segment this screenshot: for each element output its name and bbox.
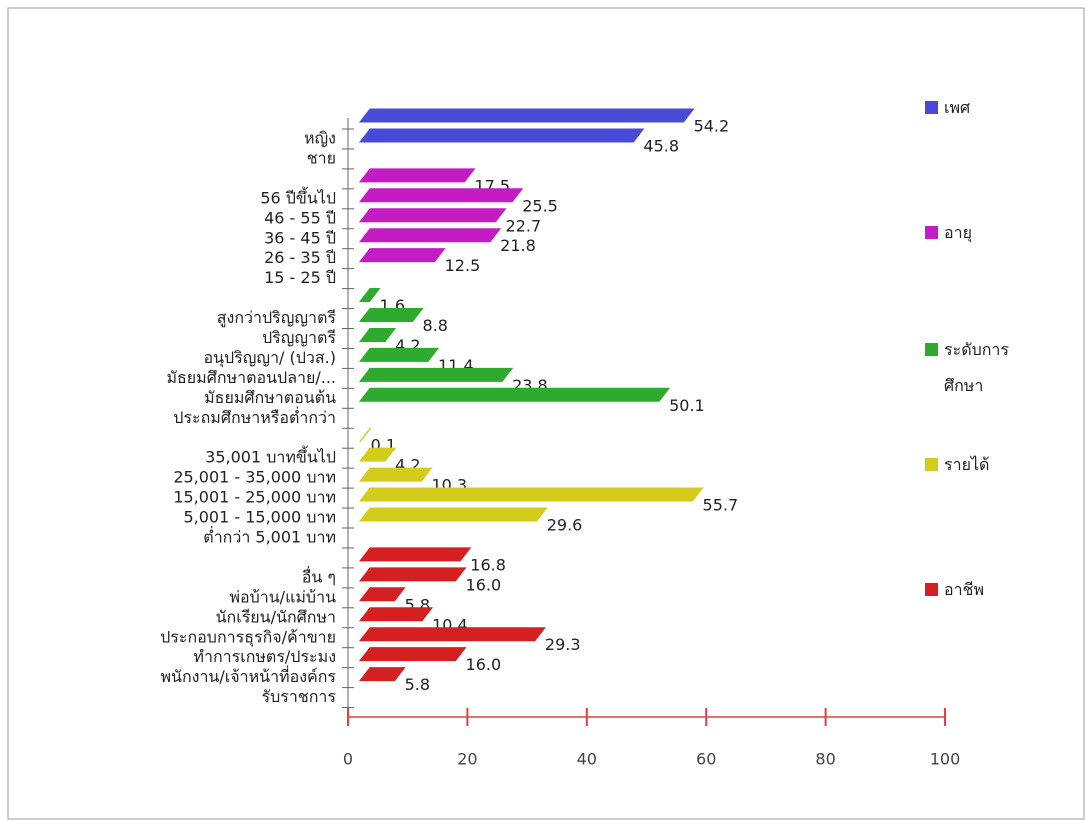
y-tick-label: 56 ปีขึ้นไป: [260, 186, 336, 207]
value-label: 22.7: [506, 216, 542, 235]
value-label: 45.8: [643, 136, 679, 155]
legend-swatch: [925, 226, 938, 239]
legend-label: รายได้: [944, 455, 990, 474]
value-label: 25.5: [522, 196, 558, 215]
bar: [358, 567, 467, 582]
legend-label: อายุ: [944, 223, 972, 242]
bar: [358, 467, 433, 482]
x-tick-label: 60: [696, 750, 716, 769]
value-label: 5.8: [405, 675, 430, 694]
bar: [358, 547, 472, 562]
bar: [358, 228, 502, 243]
value-label: 16.0: [466, 655, 502, 674]
legend-swatch: [925, 343, 938, 356]
y-tick-label: ต่ำกว่า 5,001 บาท: [203, 526, 336, 547]
x-tick-label: 80: [815, 750, 835, 769]
y-tick-label: 5,001 - 15,000 บาท: [183, 508, 336, 527]
value-label: 16.8: [470, 555, 506, 574]
x-tick-label: 20: [457, 750, 477, 769]
bar: [358, 647, 467, 662]
frame: [7, 7, 1085, 820]
bar: [358, 387, 671, 402]
bar: [358, 667, 406, 682]
bar: [358, 607, 434, 622]
bar: [358, 108, 695, 123]
value-label: 54.2: [694, 117, 730, 136]
y-tick-label: พ่อบ้าน/แม่บ้าน: [229, 587, 336, 606]
legend-swatch: [925, 458, 938, 471]
legend-swatch: [925, 583, 938, 596]
legend-label: เพศ: [944, 98, 971, 117]
bar: [358, 128, 645, 143]
y-tick-label: รับราชการ: [262, 687, 337, 706]
x-tick-label: 0: [343, 750, 353, 769]
y-tick-label: ปริญญาตรี: [262, 328, 336, 347]
bar: [358, 367, 514, 382]
value-label: 55.7: [703, 496, 739, 515]
y-tick-label: 26 - 35 ปี: [264, 248, 336, 267]
bar: [358, 347, 440, 362]
y-tick-label: 15,001 - 25,000 บาท: [173, 488, 336, 507]
y-tick-label: 35,001 บาทขึ้นไป: [205, 446, 336, 467]
y-tick-label: พนักงาน/เจ้าหน้าที่องค์กร: [160, 665, 336, 686]
y-tick-label: หญิง: [304, 129, 336, 148]
legend-label: ระดับการศึกษา: [944, 340, 1009, 395]
bar: [358, 208, 507, 223]
y-tick-label: อนุปริญญา/ (ปวส.): [204, 348, 337, 368]
value-label: 29.6: [547, 516, 583, 535]
bar: [358, 327, 397, 342]
y-tick-label: ทำการเกษตร/ประมง: [193, 647, 336, 666]
y-tick-label: ประถมศึกษาหรือต่ำกว่า: [173, 406, 336, 427]
bar: [358, 427, 372, 442]
x-tick-label: 100: [930, 750, 961, 769]
y-tick-label: สูงกว่าปริญญาตรี: [217, 308, 337, 328]
value-label: 8.8: [423, 316, 448, 335]
value-label: 50.1: [669, 396, 705, 415]
bar: [358, 627, 546, 642]
legend-swatch: [925, 101, 938, 114]
y-tick-label: อื่น ๆ: [302, 565, 336, 586]
bar: [358, 168, 476, 183]
bar: [358, 507, 548, 522]
y-tick-label: 15 - 25 ปี: [264, 268, 336, 287]
value-label: 21.8: [500, 236, 536, 255]
bar: [358, 248, 446, 263]
bar: [358, 587, 406, 602]
bar: [358, 308, 424, 322]
y-tick-label: มัธยมศึกษาตอนปลาย/...: [166, 368, 336, 387]
value-label: 29.3: [545, 635, 581, 654]
y-tick-label: มัธยมศึกษาตอนต้น: [204, 388, 336, 407]
bar: [358, 188, 524, 203]
bar: [358, 447, 397, 462]
x-tick-label: 40: [577, 750, 597, 769]
bar: [358, 288, 381, 303]
y-tick-label: 25,001 - 35,000 บาท: [173, 468, 336, 487]
value-label: 16.0: [466, 575, 502, 594]
value-label: 12.5: [445, 256, 481, 275]
y-tick-label: ประกอบการธุรกิจ/ค้าขาย: [160, 627, 336, 647]
y-tick-label: 36 - 45 ปี: [264, 228, 336, 247]
y-tick-label: นักเรียน/นักศึกษา: [216, 607, 336, 626]
legend-label: อาชีพ: [944, 580, 984, 599]
y-tick-label: 46 - 55 ปี: [264, 208, 336, 227]
bar: [358, 487, 704, 502]
y-tick-label: ชาย: [307, 148, 336, 167]
